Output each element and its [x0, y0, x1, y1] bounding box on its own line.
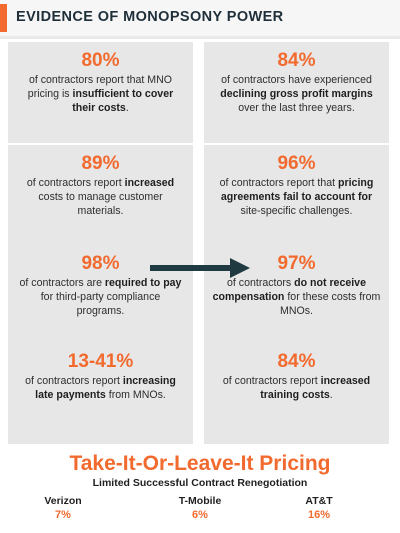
stat-card: 98% of contractors are required to pay f… — [8, 245, 193, 346]
stat-text-emphasis: declining gross profit margins — [220, 88, 373, 100]
stat-card: 96% of contractors report that pricing a… — [204, 145, 389, 246]
stat-text-run: of contractors report — [222, 375, 321, 387]
stat-card: 84% of contractors have experienced decl… — [204, 42, 389, 143]
carrier-name: Verizon — [44, 495, 82, 507]
carrier-verizon: Verizon 7% — [8, 494, 118, 523]
stat-text: of contractors are required to pay for t… — [16, 276, 185, 318]
stat-text: of contractors report increased training… — [212, 374, 381, 402]
stat-text-run: of contractors — [227, 277, 295, 289]
carrier-name: AT&T — [305, 495, 333, 507]
stat-text-run: of contractors report that — [219, 177, 339, 189]
stat-text-emphasis: pricing agreements fail to account for — [220, 177, 374, 203]
stat-text-run: over the last three years. — [238, 102, 355, 114]
stat-text-emphasis: increased training costs — [260, 375, 371, 401]
stat-text-emphasis: required to pay — [104, 277, 182, 289]
stat-percent: 98% — [81, 253, 120, 274]
stat-card: 13-41% of contractors report increasing … — [8, 343, 193, 444]
stat-text-run: of contractors have experienced — [221, 74, 372, 86]
carrier-value: 6% — [192, 509, 208, 521]
stat-text: of contractors report increasing late pa… — [16, 374, 185, 402]
stat-text-run: site-specific challenges. — [240, 205, 353, 217]
carrier-value: 16% — [307, 509, 331, 521]
stat-text-run: . — [329, 389, 333, 401]
stat-percent: 84% — [277, 50, 316, 71]
stat-text-run: costs to manage customer materials. — [38, 191, 163, 217]
stat-text-emphasis: increasing late payments — [35, 375, 176, 401]
carrier-att: AT&T 16% — [264, 494, 374, 523]
stat-percent: 96% — [277, 153, 316, 174]
stat-text-emphasis: increased — [124, 177, 175, 189]
stat-text-emphasis: do not receive compensation — [212, 277, 366, 303]
pricing-subtitle: Limited Successful Contract Renegotiatio… — [92, 477, 308, 489]
stat-text-emphasis: insufficient to cover their costs — [72, 88, 174, 114]
stat-card: 80% of contractors report that MNO prici… — [8, 42, 193, 143]
page-title: EVIDENCE OF MONOPSONY POWER — [16, 9, 284, 25]
stat-text-run: for these costs from MNOs. — [280, 291, 381, 317]
arrow-right-icon — [150, 258, 250, 278]
stat-text: of contractors report that pricing agree… — [212, 176, 381, 218]
stat-text-run: for third-party compliance programs. — [40, 291, 161, 317]
stat-text-run: of contractors report that MNO pricing i… — [27, 74, 173, 100]
header-accent — [0, 4, 7, 32]
stat-text: of contractors report that MNO pricing i… — [16, 73, 185, 115]
stat-text-run: of contractors report — [25, 375, 123, 387]
stat-text: of contractors report increased costs to… — [16, 176, 185, 218]
stat-percent: 80% — [81, 50, 120, 71]
stat-percent: 89% — [81, 153, 120, 174]
header-bar: EVIDENCE OF MONOPSONY POWER — [0, 0, 400, 39]
stat-text-run: . — [125, 102, 129, 114]
carrier-value: 7% — [55, 509, 71, 521]
stat-text: of contractors do not receive compensati… — [212, 276, 381, 318]
stat-text-run: of contractors are — [19, 277, 105, 289]
carrier-tmobile: T-Mobile 6% — [145, 494, 255, 523]
stat-card: 84% of contractors report increased trai… — [204, 343, 389, 444]
stat-text-run: from MNOs. — [105, 389, 166, 401]
stat-percent: 84% — [277, 351, 316, 372]
stat-percent: 97% — [277, 253, 316, 274]
pricing-title: Take-It-Or-Leave-It Pricing — [69, 452, 331, 475]
stat-percent: 13-41% — [67, 351, 134, 372]
stat-card: 89% of contractors report increased cost… — [8, 145, 193, 246]
stat-text-run: of contractors report — [26, 177, 125, 189]
carrier-name: T-Mobile — [178, 495, 222, 507]
stat-text: of contractors have experienced declinin… — [212, 73, 381, 115]
